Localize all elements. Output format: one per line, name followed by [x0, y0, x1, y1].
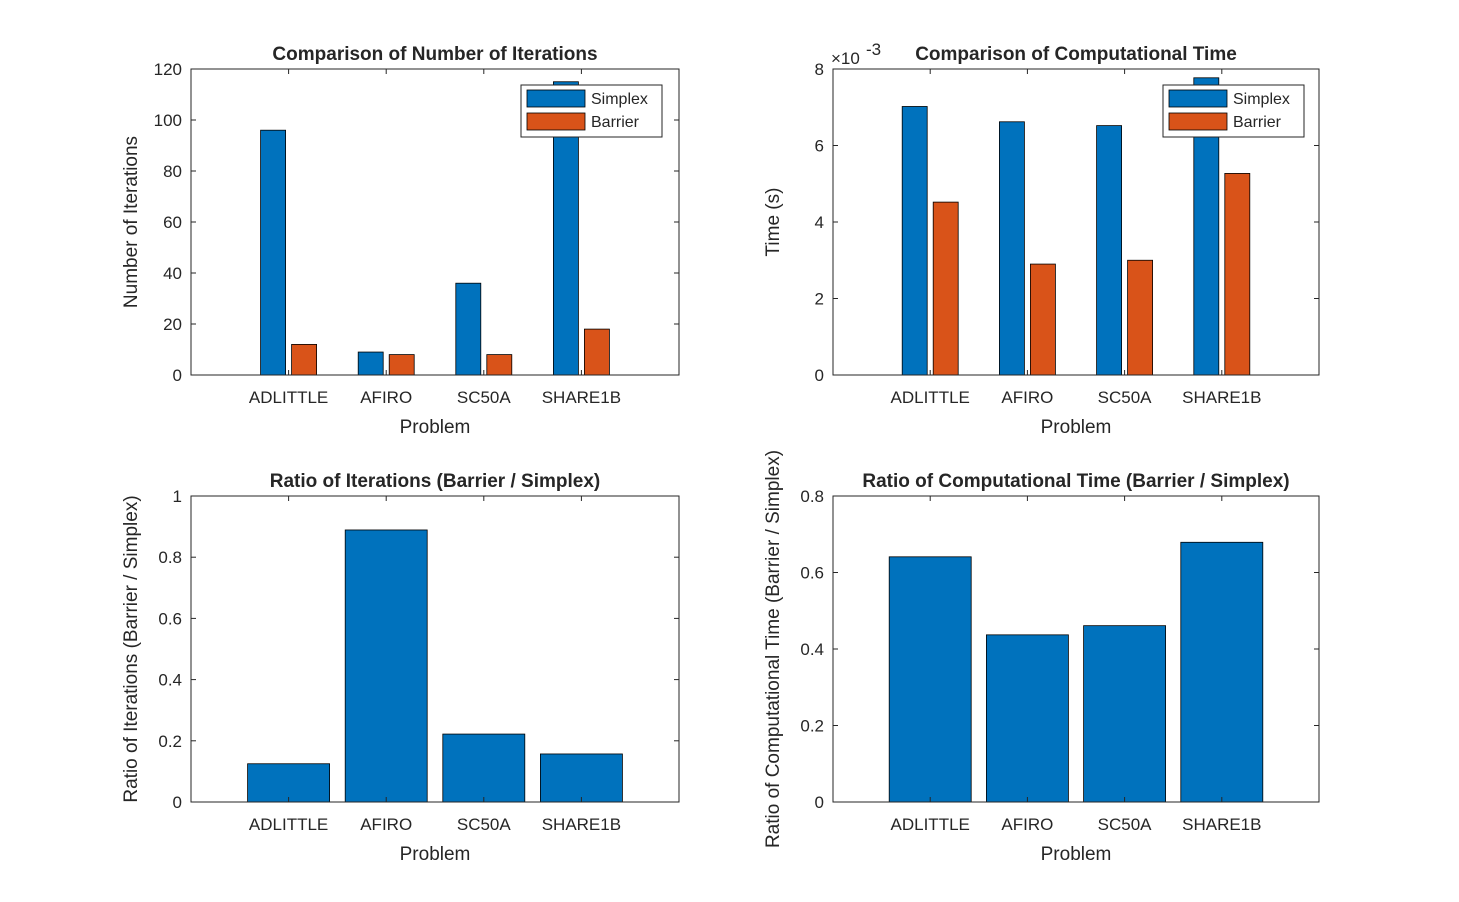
bar-ratio-sc50a	[1083, 625, 1166, 803]
y-tick-label: 60	[163, 213, 182, 232]
x-tick-label: AFIRO	[360, 815, 412, 834]
bar-barrier-adlittle	[291, 343, 318, 376]
x-tick-label: ADLITTLE	[891, 388, 970, 407]
x-tick-label: SHARE1B	[1182, 388, 1261, 407]
bar-barrier-share1b	[584, 328, 610, 376]
y-tick-label: 0	[815, 793, 824, 812]
y-tick-label: 1	[173, 487, 182, 506]
x-axis-label: Problem	[400, 417, 471, 438]
bar-ratio-share1b	[1180, 541, 1264, 803]
chart-title: Comparison of Number of Iterations	[272, 44, 597, 65]
x-axis-label: Problem	[1041, 844, 1112, 865]
y-axis-label: Ratio of Iterations (Barrier / Simplex)	[121, 495, 142, 802]
legend: Simplex Barrier	[520, 84, 663, 138]
y-tick-label: 80	[163, 162, 182, 181]
y-tick-label: 0.6	[158, 609, 182, 628]
y-tick-label: 6	[815, 137, 824, 156]
y-tick-label: 100	[154, 111, 182, 130]
y-tick-label: 0.2	[158, 732, 182, 751]
bar-ratio-afiro	[986, 634, 1069, 803]
y-tick-label: 8	[815, 60, 824, 79]
bar-simplex-adlittle	[260, 129, 287, 376]
legend: Simplex Barrier	[1162, 84, 1305, 138]
legend-swatch-simplex	[1168, 89, 1228, 108]
bar-barrier-share1b	[1224, 173, 1251, 376]
bar-ratio-adlittle	[888, 556, 972, 803]
x-axis-label: Problem	[400, 844, 471, 865]
y-tick-label: 120	[154, 60, 182, 79]
y-tick-label: 0.8	[800, 487, 824, 506]
chart-title: Comparison of Computational Time	[915, 44, 1237, 65]
x-tick-label: SHARE1B	[542, 388, 621, 407]
y-tick-label: 40	[163, 264, 182, 283]
y-axis-label: Ratio of Computational Time (Barrier / S…	[763, 450, 784, 848]
y-tick-label: 0.6	[800, 564, 824, 583]
x-tick-label: AFIRO	[1001, 815, 1053, 834]
x-tick-label: SC50A	[1098, 815, 1153, 834]
bar-ratio-share1b	[540, 753, 623, 803]
bar-barrier-sc50a	[1127, 259, 1153, 376]
bar-barrier-adlittle	[932, 201, 959, 376]
bar-simplex-sc50a	[455, 282, 482, 376]
x-tick-label: ADLITTLE	[249, 815, 328, 834]
bar-barrier-sc50a	[486, 354, 513, 376]
legend-label-barrier: Barrier	[591, 114, 640, 131]
chart-panel-1: 0 20 40 60 80 100 120 ADLITTLE AFIRO SC50A SHARE1B…	[121, 44, 680, 438]
y-tick-label: 0.2	[800, 717, 824, 736]
x-tick-label: ADLITTLE	[891, 815, 970, 834]
y-axis-label: Number of Iterations	[121, 136, 142, 308]
bar-simplex-afiro	[357, 351, 384, 376]
legend-swatch-barrier	[526, 112, 586, 131]
y-tick-label: 20	[163, 315, 182, 334]
legend-swatch-simplex	[526, 89, 586, 108]
x-tick-label: SC50A	[1098, 388, 1153, 407]
legend-label-barrier: Barrier	[1233, 114, 1282, 131]
legend-label-simplex: Simplex	[591, 91, 648, 108]
y-axis-label: Time (s)	[763, 188, 784, 257]
x-axis-label: Problem	[1041, 417, 1112, 438]
bar-barrier-afiro	[388, 354, 415, 376]
bar-ratio-afiro	[344, 529, 428, 803]
chart-panel-3: 0 0.2 0.4 0.6 0.8 1 ADLITTLE AFIRO SC50A SHARE1B R…	[121, 471, 680, 865]
y-tick-label: 0	[173, 793, 182, 812]
y-tick-label: 0.4	[800, 640, 824, 659]
y-exponent-power: -3	[866, 40, 881, 59]
legend-swatch-barrier	[1168, 112, 1228, 131]
x-tick-label: SHARE1B	[1182, 815, 1261, 834]
chart-panel-2: 0 2 4 6 8 ADLITTLE AFIRO SC50A SHARE1B Comparison…	[763, 40, 1320, 438]
chart-panel-4: 0 0.2 0.4 0.6 0.8 ADLITTLE AFIRO SC50A SHARE1B Ra…	[763, 450, 1320, 865]
chart-title: Ratio of Computational Time (Barrier / S…	[862, 471, 1289, 492]
x-tick-label: AFIRO	[1001, 388, 1053, 407]
axes-box	[190, 495, 680, 803]
bar-simplex-afiro	[999, 121, 1025, 376]
y-tick-label: 0	[815, 366, 824, 385]
x-tick-label: SC50A	[457, 388, 512, 407]
chart-title: Ratio of Iterations (Barrier / Simplex)	[270, 471, 600, 492]
x-tick-label: ADLITTLE	[249, 388, 328, 407]
bar-simplex-adlittle	[901, 106, 928, 376]
x-tick-label: SC50A	[457, 815, 512, 834]
y-tick-label: 0	[173, 366, 182, 385]
y-tick-label: 0.4	[158, 671, 182, 690]
y-tick-label: 0.8	[158, 548, 182, 567]
y-tick-label: 2	[815, 290, 824, 309]
bar-simplex-sc50a	[1096, 125, 1122, 376]
bar-barrier-afiro	[1030, 263, 1056, 376]
legend-label-simplex: Simplex	[1233, 91, 1290, 108]
y-tick-label: 4	[815, 213, 824, 232]
bar-ratio-adlittle	[247, 763, 331, 803]
bar-ratio-sc50a	[442, 733, 526, 803]
y-exponent-label: ×10	[831, 49, 860, 68]
x-tick-label: SHARE1B	[542, 815, 621, 834]
x-tick-label: AFIRO	[360, 388, 412, 407]
